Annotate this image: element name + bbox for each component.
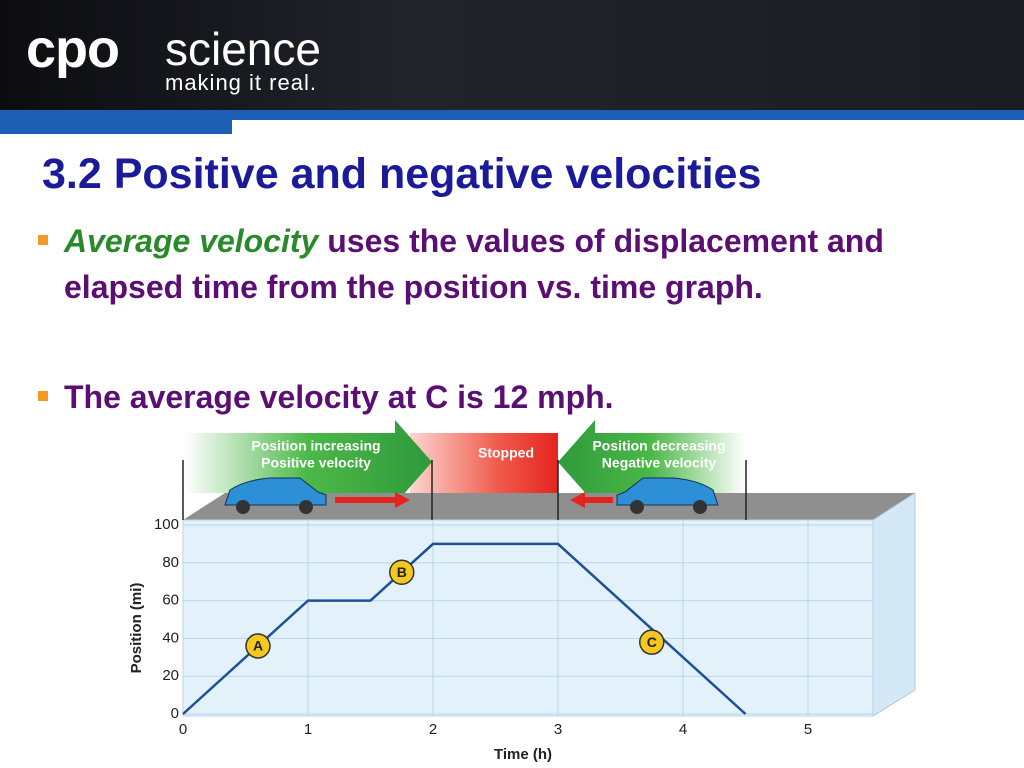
y-tick-label: 20: [162, 667, 179, 684]
banner-text: Positive velocity: [261, 455, 371, 471]
plot-area: [182, 519, 874, 717]
x-tick-label: 5: [804, 721, 812, 738]
annotation-label: B: [397, 564, 407, 580]
banner-text: Stopped: [478, 445, 534, 461]
banner-text: Position decreasing: [592, 438, 725, 454]
annotation-marker: [245, 633, 271, 659]
annotation-marker: [389, 559, 415, 585]
banner-text: Negative velocity: [602, 455, 717, 471]
tagline: making it real.: [165, 70, 317, 95]
dividers: [182, 460, 747, 520]
grid-side: [872, 492, 916, 717]
bullet-text: The average velocity at C is 12 mph.: [64, 379, 614, 415]
banner-text: Position increasing: [251, 438, 380, 454]
header-tab: [0, 120, 232, 134]
car-right: [224, 477, 410, 514]
x-tick-label: 4: [679, 721, 687, 738]
x-tick-label: 1: [304, 721, 312, 738]
bullet-text: uses the values of displacement and elap…: [64, 223, 884, 305]
logo-word: science: [165, 23, 321, 75]
bullet: The average velocity at C is 12 mph.: [38, 374, 1004, 420]
y-tick-label: 60: [162, 592, 179, 609]
annotation-label: C: [647, 634, 657, 650]
car-left: [570, 477, 719, 514]
annotation-label: A: [253, 638, 263, 654]
y-tick-label: 40: [162, 629, 179, 646]
x-tick-label: 0: [179, 721, 187, 738]
x-tick-label: 3: [554, 721, 562, 738]
slide-title: 3.2 Positive and negative velocities: [42, 150, 762, 198]
y-tick-label: 100: [154, 516, 179, 533]
annotation-marker: [639, 629, 665, 655]
y-axis-label: Position (mi): [128, 583, 145, 674]
bullet: Average velocity uses the values of disp…: [38, 218, 1004, 310]
x-axis-label: Time (h): [494, 746, 552, 763]
logo: cpo: [26, 19, 120, 79]
y-tick-label: 80: [162, 554, 179, 571]
x-tick-label: 2: [429, 721, 437, 738]
y-tick-label: 0: [171, 705, 179, 722]
banner-stopped: [410, 433, 558, 493]
header: cpo science making it real.: [0, 0, 1024, 120]
header-bar: [0, 110, 1024, 120]
bullet-term: Average velocity: [64, 223, 319, 259]
